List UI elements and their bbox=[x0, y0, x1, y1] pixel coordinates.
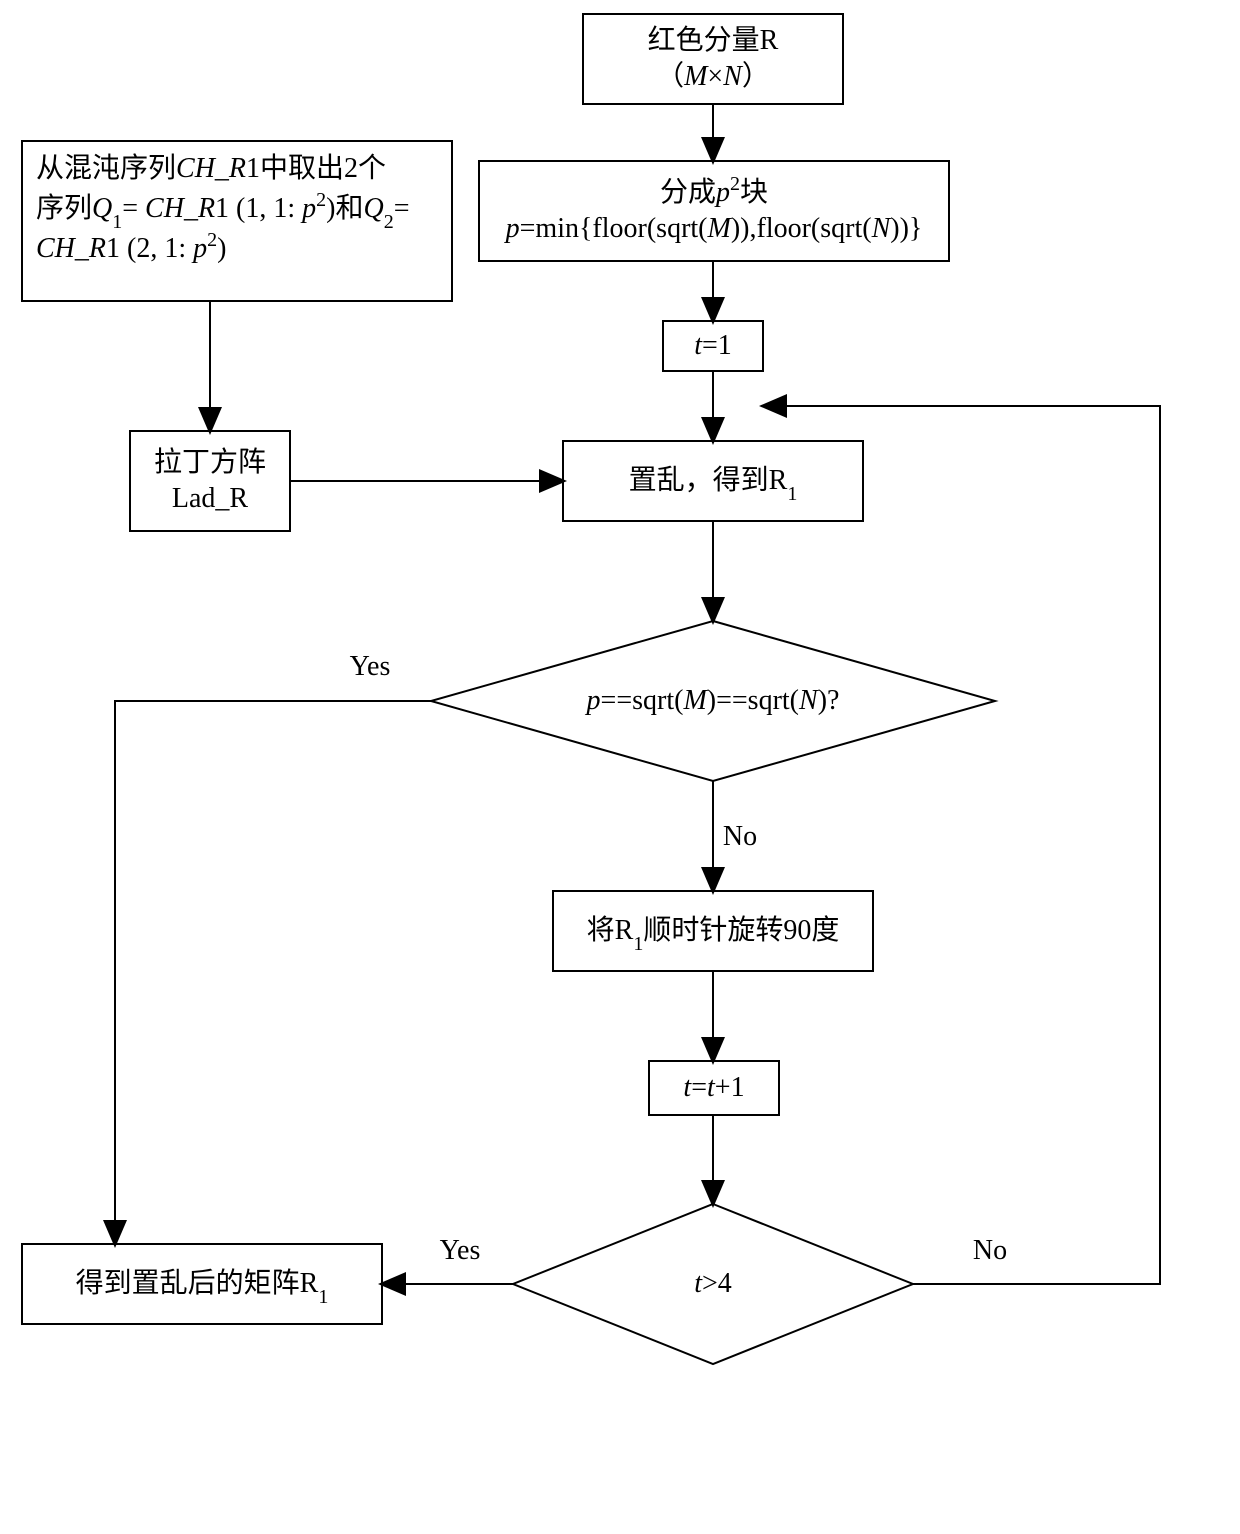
node-latin: 拉丁方阵 Lad_R bbox=[130, 431, 290, 531]
node-result: 得到置乱后的矩阵R1 bbox=[22, 1244, 382, 1324]
svg-text:p=min{floor(sqrt(M)),floor(sqr: p=min{floor(sqrt(M)),floor(sqrt(N))} bbox=[504, 213, 923, 244]
svg-text:Lad_R: Lad_R bbox=[172, 483, 249, 514]
flowchart-canvas: 从混沌序列CH_R1中取出2个序列Q1= CH_R1 (1, 1: p2)和Q2… bbox=[0, 0, 1240, 1534]
node-t1: t=1 bbox=[663, 321, 763, 371]
edge-10: Yes bbox=[382, 1235, 513, 1284]
svg-text:拉丁方阵: 拉丁方阵 bbox=[154, 446, 266, 478]
edge-4: No bbox=[713, 781, 757, 891]
svg-text:p==sqrt(M)==sqrt(N)?: p==sqrt(M)==sqrt(N)? bbox=[585, 685, 840, 716]
svg-text:（M×N）: （M×N） bbox=[656, 60, 770, 92]
svg-text:t=1: t=1 bbox=[694, 330, 732, 361]
node-redR: 红色分量R （M×N） bbox=[583, 14, 843, 104]
svg-text:Yes: Yes bbox=[440, 1235, 481, 1266]
node-rotate: 将R1顺时针旋转90度 bbox=[553, 891, 873, 971]
svg-text:Yes: Yes bbox=[350, 651, 391, 682]
node-cond2: t>4 bbox=[513, 1204, 913, 1364]
node-scramble: 置乱，得到R1 bbox=[563, 441, 863, 521]
svg-text:t=t+1: t=t+1 bbox=[683, 1072, 744, 1103]
node-split: 分成p2块 p=min{floor(sqrt(M)),floor(sqrt(N))… bbox=[479, 161, 949, 261]
edge-9: Yes bbox=[115, 651, 431, 1244]
svg-text:No: No bbox=[723, 821, 757, 852]
edge-11: No bbox=[763, 406, 1160, 1284]
svg-text:No: No bbox=[973, 1235, 1007, 1266]
svg-text:红色分量R: 红色分量R bbox=[648, 24, 779, 56]
svg-text:分成p2块: 分成p2块 bbox=[660, 173, 768, 208]
svg-text:从混沌序列CH_R1中取出2个: 从混沌序列CH_R1中取出2个 bbox=[36, 152, 386, 184]
node-cond1: p==sqrt(M)==sqrt(N)? bbox=[431, 621, 995, 781]
node-seq: 从混沌序列CH_R1中取出2个序列Q1= CH_R1 (1, 1: p2)和Q2… bbox=[22, 141, 452, 301]
node-tinc: t=t+1 bbox=[649, 1061, 779, 1115]
svg-text:t>4: t>4 bbox=[694, 1268, 732, 1299]
svg-text:CH_R1 (2, 1: p2): CH_R1 (2, 1: p2) bbox=[36, 229, 226, 264]
